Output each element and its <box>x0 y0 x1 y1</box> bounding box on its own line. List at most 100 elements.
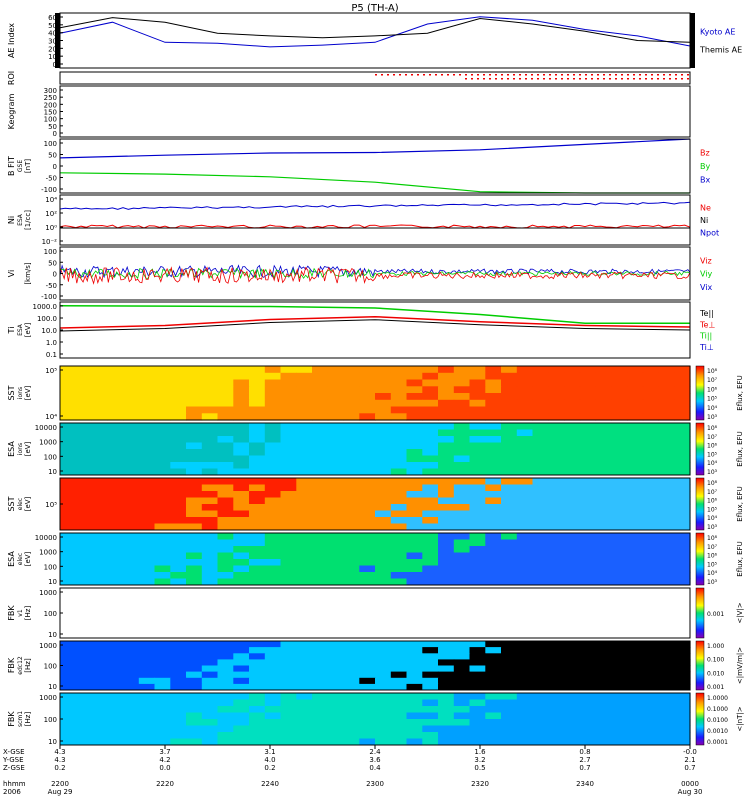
heatmap-cell <box>453 588 471 595</box>
roi-mark <box>489 78 491 80</box>
heatmap-cell <box>343 677 360 685</box>
heatmap-cell <box>343 565 360 573</box>
heatmap-cell <box>422 372 439 381</box>
heatmap-cell <box>658 552 675 560</box>
roi-mark <box>507 74 509 76</box>
heatmap-cell <box>75 653 93 660</box>
heatmap-cell <box>564 606 581 614</box>
heatmap-cell <box>233 366 250 374</box>
heatmap-cell <box>343 406 360 414</box>
heatmap-cell <box>595 725 612 733</box>
heatmap-cell <box>107 659 124 666</box>
heatmap-cell <box>406 671 423 679</box>
heatmap-cell <box>579 719 597 726</box>
heatmap-cell <box>642 572 660 579</box>
heatmap-cell <box>548 436 565 443</box>
heatmap-cell <box>264 559 282 566</box>
xaxis-row-label: Z-GSE <box>3 764 25 772</box>
heatmap-cell <box>485 449 502 456</box>
heatmap-cell <box>170 606 187 614</box>
heatmap-cell <box>91 393 108 401</box>
heatmap-cell <box>91 372 108 381</box>
heatmap-cell <box>390 613 408 620</box>
heatmap-cell <box>123 523 140 531</box>
heatmap-cell <box>627 647 644 654</box>
heatmap-cell <box>469 641 486 648</box>
heatmap-cell <box>579 600 597 608</box>
heatmap-cell <box>107 497 124 505</box>
heatmap-cell <box>469 406 486 414</box>
roi-mark <box>663 78 665 80</box>
heatmap-cell <box>469 504 486 511</box>
heatmap-cell <box>406 693 423 700</box>
heatmap-cell <box>201 436 219 443</box>
heatmap-cell <box>170 693 187 700</box>
heatmap-cell <box>406 719 423 726</box>
heatmap-cell <box>564 659 581 666</box>
heatmap-cell <box>233 641 250 648</box>
ti-black <box>59 319 691 332</box>
heatmap-cell <box>390 683 408 691</box>
heatmap-cell <box>453 600 471 608</box>
ytick-label: 50 <box>48 123 57 131</box>
heatmap-cell <box>343 455 360 463</box>
heatmap-cell <box>123 559 140 566</box>
heatmap-cell <box>264 497 282 505</box>
heatmap-cell <box>548 641 565 648</box>
heatmap-cell <box>233 613 250 620</box>
ytick-label: 10000 <box>35 534 57 542</box>
heatmap-cell <box>123 449 140 456</box>
heatmap-cell <box>107 732 124 739</box>
heatmap-cell <box>343 712 360 720</box>
heatmap-cell <box>280 683 297 691</box>
heatmap-cell <box>390 423 408 430</box>
heatmap-cell <box>138 393 156 401</box>
heatmap-cell <box>107 712 124 720</box>
heatmap-cell <box>611 699 628 707</box>
heatmap-cell <box>217 732 234 739</box>
heatmap-cell <box>485 546 502 553</box>
ylabel: ESA <box>7 551 16 567</box>
heatmap-cell <box>264 478 282 485</box>
heatmap-cell <box>91 606 108 614</box>
heatmap-cell <box>564 552 581 560</box>
heatmap-cell <box>343 613 360 620</box>
heatmap-cell <box>359 565 376 573</box>
heatmap-cell <box>674 647 691 654</box>
heatmap-cell <box>233 462 250 469</box>
heatmap-cell <box>532 539 549 547</box>
heatmap-cell <box>453 484 471 492</box>
heatmap-cell <box>107 613 124 620</box>
heatmap-cell <box>658 725 675 733</box>
heatmap-cell <box>469 677 486 685</box>
heatmap-cell <box>138 677 156 685</box>
heatmap-cell <box>375 738 392 746</box>
heatmap-cell <box>469 484 486 492</box>
heatmap-cell <box>453 671 471 679</box>
heatmap-cell <box>453 429 471 437</box>
heatmap-cell <box>516 517 534 524</box>
heatmap-cell <box>186 641 203 648</box>
heatmap-cell <box>532 699 549 707</box>
heatmap-cell <box>674 436 691 443</box>
heatmap-cell <box>154 719 171 726</box>
heatmap-cell <box>595 578 612 586</box>
heatmap-cell <box>516 366 534 374</box>
heatmap-cell <box>658 484 675 492</box>
heatmap-cell <box>154 613 171 620</box>
panel-frame <box>59 194 691 246</box>
heatmap-cell <box>627 659 644 666</box>
heatmap-cell <box>154 372 171 381</box>
heatmap-cell <box>91 523 108 531</box>
heatmap-cell <box>312 600 329 608</box>
heatmap-cell <box>154 677 171 685</box>
heatmap-cell <box>548 625 565 633</box>
heatmap-cell <box>264 706 282 713</box>
roi-mark <box>621 78 623 80</box>
heatmap-cell <box>453 449 471 456</box>
heatmap-cell <box>422 455 439 463</box>
heatmap-cell <box>627 497 644 505</box>
heatmap-cell <box>532 379 549 387</box>
heatmap-cell <box>422 497 439 505</box>
heatmap-cell <box>501 462 518 469</box>
